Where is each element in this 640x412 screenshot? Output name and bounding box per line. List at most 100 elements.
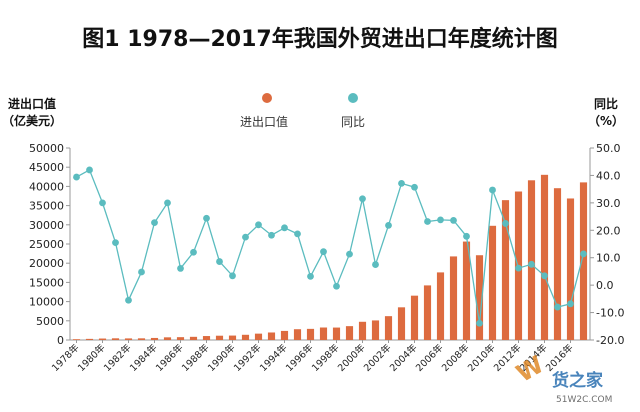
point-yoy-growth — [112, 239, 119, 247]
plot-area: 0 5000 10000 15000 20000 25000 30000 35000 40000… — [29, 142, 624, 374]
bar-trade-value — [254, 333, 263, 340]
bar-trade-value — [501, 200, 510, 340]
x-axis-tick-label: 1986年 — [153, 341, 186, 374]
point-yoy-growth — [437, 216, 444, 224]
x-axis-tick-label: 1992年 — [231, 341, 264, 374]
left-axis-tick-label: 45000 — [29, 161, 64, 174]
point-yoy-growth — [164, 199, 171, 207]
left-axis-tick-label: 0 — [57, 334, 64, 347]
point-yoy-growth — [125, 296, 132, 304]
point-yoy-growth — [411, 183, 418, 191]
point-yoy-growth — [502, 220, 509, 227]
right-axis-tick-label: 50.0 — [596, 142, 621, 155]
bar-trade-value — [85, 338, 94, 340]
line-yoy-growth — [76, 168, 585, 324]
legend-marker-trade-value — [262, 93, 272, 103]
left-axis-label-line1: 进出口值 — [8, 96, 56, 111]
point-yoy-growth — [385, 221, 392, 229]
x-axis-tick-label: 1994年 — [257, 341, 290, 374]
point-yoy-growth — [294, 230, 301, 238]
point-yoy-growth — [255, 221, 262, 229]
point-yoy-growth — [320, 248, 327, 256]
point-yoy-growth — [463, 232, 470, 240]
bar-trade-value — [553, 188, 562, 340]
point-yoy-growth — [99, 199, 106, 207]
bar-trade-value — [579, 182, 588, 340]
left-axis-tick-label: 5000 — [36, 315, 64, 328]
x-axis-tick-label: 1978年 — [49, 341, 82, 374]
point-yoy-growth — [346, 250, 353, 258]
left-axis-tick-label: 15000 — [29, 276, 64, 289]
left-axis-tick-label: 10000 — [29, 296, 64, 309]
bar-trade-value — [280, 330, 289, 340]
left-axis-tick-label: 30000 — [29, 219, 64, 232]
watermark-brand: 货之家 — [552, 370, 603, 391]
point-yoy-growth — [138, 268, 145, 276]
bar-trade-value — [137, 338, 146, 340]
bar-trade-value — [124, 338, 133, 340]
right-axis-label-line1: 同比 — [594, 96, 618, 111]
bar-trade-value — [319, 327, 328, 340]
point-yoy-growth — [229, 272, 236, 280]
legend: 进出口值 同比 — [240, 93, 365, 129]
x-axis-tick-label: 2004年 — [387, 341, 420, 374]
left-axis-tick-label: 35000 — [29, 200, 64, 213]
x-axis-tick-label: 2006年 — [413, 341, 446, 374]
x-axis-tick-label: 2008年 — [439, 341, 472, 374]
point-yoy-growth — [554, 303, 561, 311]
bar-trade-value — [527, 180, 536, 340]
point-yoy-growth — [580, 250, 587, 258]
left-axis-tick-label: 40000 — [29, 180, 64, 193]
right-axis-tick-label: 40.0 — [596, 169, 621, 182]
x-axis-tick-label: 2016年 — [543, 341, 576, 374]
x-axis-tick-label: 1980年 — [75, 341, 108, 374]
point-yoy-growth — [398, 179, 405, 187]
point-yoy-growth — [307, 272, 314, 280]
bar-trade-value — [306, 328, 315, 340]
legend-label-trade-value: 进出口值 — [240, 114, 288, 129]
left-axis-tick-label: 50000 — [29, 142, 64, 155]
point-yoy-growth — [541, 272, 548, 280]
point-yoy-growth — [476, 319, 483, 327]
point-yoy-growth — [242, 233, 249, 241]
point-yoy-growth — [190, 248, 197, 256]
x-axis-tick-label: 2010年 — [465, 341, 498, 374]
left-axis-tick-label: 25000 — [29, 238, 64, 251]
bar-trade-value — [202, 336, 211, 340]
right-axis-tick-label: 30.0 — [596, 197, 621, 210]
legend-marker-yoy — [348, 93, 358, 103]
bar-trade-value — [189, 336, 198, 340]
bar-trade-value — [423, 285, 432, 340]
x-axis-tick-label: 1982年 — [101, 341, 134, 374]
bar-trade-value — [566, 198, 575, 340]
point-yoy-growth — [203, 214, 210, 222]
point-yoy-growth — [151, 219, 158, 227]
left-axis-label-line2: （亿美元） — [2, 113, 62, 128]
right-axis-label-line2: （%） — [588, 113, 624, 128]
bar-trade-value — [397, 307, 406, 340]
right-axis-tick-label: 0.0 — [596, 279, 614, 292]
point-yoy-growth — [489, 186, 496, 194]
bar-trade-value — [98, 338, 107, 340]
chart-title: 图1 1978—2017年我国外贸进出口年度统计图 — [82, 26, 557, 52]
bar-trade-value — [410, 295, 419, 340]
right-axis-tick-label: 10.0 — [596, 252, 621, 265]
bar-trade-value — [176, 337, 185, 340]
bar-trade-value — [267, 332, 276, 340]
bar-trade-value — [241, 334, 250, 340]
point-yoy-growth — [333, 282, 340, 290]
point-yoy-growth — [281, 224, 288, 232]
bar-trade-value — [475, 255, 484, 340]
point-yoy-growth — [177, 265, 184, 272]
bar-trade-value — [436, 272, 445, 340]
bar-trade-value — [332, 327, 341, 340]
bar-trade-value — [488, 225, 497, 340]
x-axis-tick-label: 1990年 — [205, 341, 238, 374]
bar-trade-value — [150, 337, 159, 340]
point-yoy-growth — [372, 261, 379, 268]
bar-trade-value — [540, 174, 549, 340]
right-axis-tick-label: -10.0 — [596, 307, 624, 320]
x-axis-tick-label: 2002年 — [361, 341, 394, 374]
x-axis-tick-label: 1984年 — [127, 341, 160, 374]
